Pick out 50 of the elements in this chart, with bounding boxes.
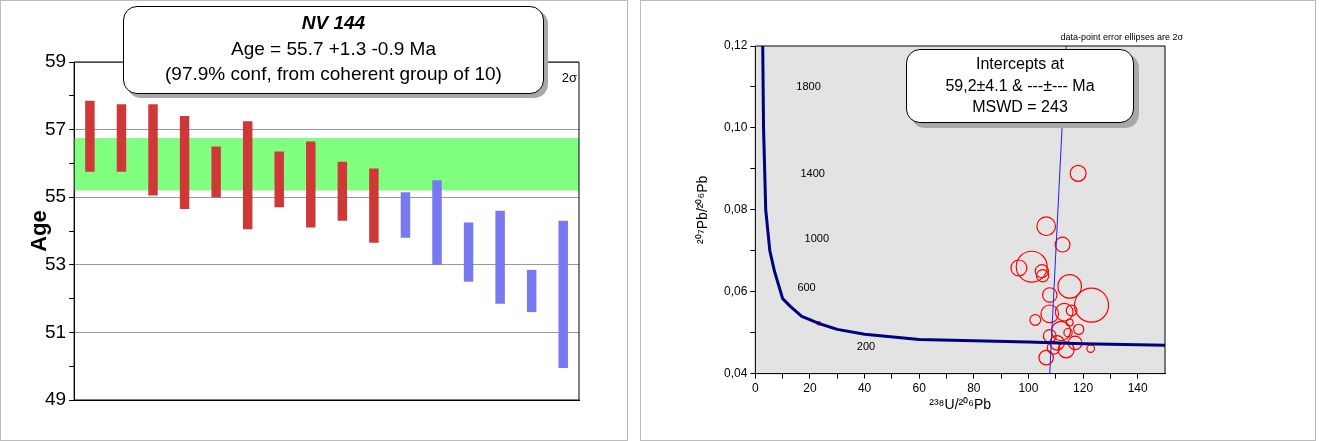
y-tick-label: 53 [44,253,67,275]
y-tick-label: 57 [44,117,67,139]
annotation: 1400 [800,166,825,179]
y-axis-title: Age [26,210,52,252]
annotation: 1000 [804,232,830,245]
x-tick-label: 80 [967,381,981,396]
bar [242,121,253,230]
bar [148,104,158,196]
annotation: 1800 [796,79,821,92]
x-tick-label: 20 [803,381,817,396]
y-tick-label: 59 [44,50,67,72]
y-tick-label: 0,04 [724,365,748,380]
text: data-point error ellipses are 2σ [1060,31,1184,42]
x-tick-label: 120 [1073,381,1094,396]
y-tick-label: 51 [44,320,67,342]
y-tick-label: 0,08 [724,202,748,217]
bar [179,116,190,210]
y-tick-label: 55 [44,185,67,207]
rounded-box: Intercepts at 59,2±4.1 & ---±--- Ma MSWD = 243 [906,49,1134,123]
bar [306,141,316,228]
bar [116,104,127,172]
bar [400,192,411,238]
bar [337,161,348,221]
rounded-box: NV 144 Age = 55.7 +1.3 -0.9 Ma (97.9% conf, from coherent group of 10) [123,6,544,94]
bar [558,220,568,368]
bar [495,210,505,304]
bar [211,146,221,198]
bar [274,151,284,208]
annotation: 200 [856,340,876,353]
y-tick-label: 0,12 [724,38,748,53]
chart-title: NV 144 [300,11,367,35]
bar [85,100,95,172]
x-tick-label: 100 [1018,381,1039,396]
annotation: 2σ [561,69,577,85]
y-axis-title: ²⁰⁷Pb/²⁰⁶Pb [694,175,711,244]
annotation: 600 [797,281,816,294]
annotation: Age = 55.7 +1.3 -0.9 Ma (97.9% conf, from coherent group of 10) [164,36,503,87]
bar [369,168,379,243]
x-tick-label: 60 [912,381,927,396]
bar [463,222,474,282]
bar [526,269,537,313]
x-tick-label: 0 [752,381,760,396]
y-tick-label: 49 [44,388,67,410]
y-tick-label: 0,10 [724,120,748,135]
x-axis-title: ²³⁸U/²⁰⁶Pb [929,396,992,413]
x-tick-label: 40 [857,381,872,396]
bar [432,180,442,265]
annotation: Intercepts at 59,2±4.1 & ---±--- Ma MSWD = 243 [944,54,1096,118]
y-tick-label: 0,06 [724,284,748,299]
x-tick-label: 140 [1127,381,1149,396]
